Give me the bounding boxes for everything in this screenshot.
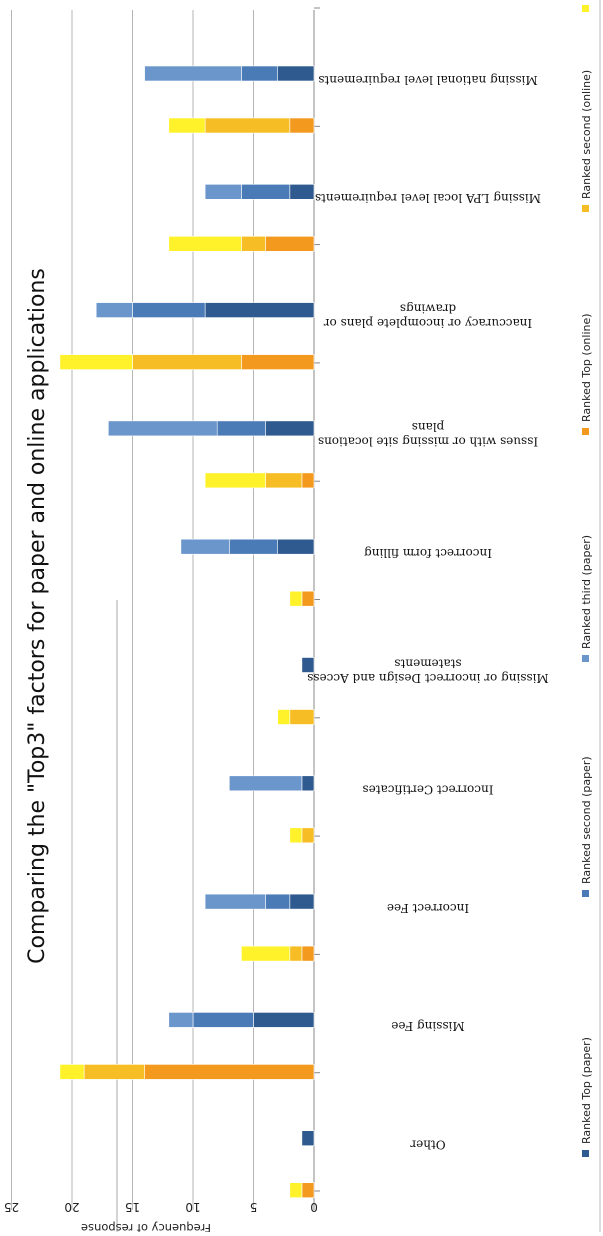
bar-online-1-cat-2	[132, 354, 242, 370]
bar-online-2-cat-8	[59, 1064, 85, 1080]
bar-paper-0-cat-4	[277, 538, 315, 555]
bar-paper-2-cat-0	[144, 65, 242, 82]
category-label-6: Incorrect Certificates	[363, 783, 494, 797]
tick-label-15: 15	[125, 1200, 140, 1214]
legend-item-3: Ranked Top (online)	[580, 313, 593, 435]
bar-paper-0-cat-1	[289, 184, 315, 200]
bar-paper-2-cat-2	[95, 302, 133, 318]
bar-paper-1-cat-0	[241, 65, 278, 82]
legend-swatch-2	[582, 655, 589, 662]
category-label-9: Other	[410, 1138, 445, 1152]
bar-paper-0-cat-7	[289, 893, 315, 910]
bar-paper-0-cat-2	[204, 302, 315, 318]
legend-label-2: Ranked third (paper)	[580, 535, 593, 649]
category-label-4: Incorrect form filling	[364, 546, 492, 560]
legend-item-1: Ranked second (paper)	[580, 756, 593, 897]
legend-item-4: Ranked second (online)	[580, 70, 593, 212]
bar-paper-1-cat-8	[192, 1012, 254, 1028]
bar-paper-1-cat-7	[265, 893, 291, 910]
legend-item-2: Ranked third (paper)	[580, 535, 593, 662]
bar-paper-1-cat-2	[132, 302, 206, 318]
category-label-0: Missing national level requirements	[318, 73, 537, 87]
bar-paper-2-cat-8	[168, 1012, 194, 1028]
legend-swatch-0	[582, 1150, 589, 1157]
bar-online-1-cat-6	[301, 827, 315, 844]
legend-swatch-1	[582, 890, 589, 897]
bar-paper-2-cat-7	[204, 893, 266, 910]
category-label-8: Missing Fee	[391, 1019, 464, 1033]
bar-online-0-cat-0	[289, 117, 315, 134]
tick-label-25: 25	[4, 1200, 19, 1214]
legend-swatch-3	[582, 428, 589, 435]
legend-label-1: Ranked second (paper)	[580, 756, 593, 884]
bar-online-1-cat-0	[204, 117, 291, 134]
bar-online-2-cat-5	[277, 709, 291, 725]
bar-paper-2-cat-3	[108, 420, 218, 437]
bar-paper-2-cat-4	[180, 538, 230, 555]
bar-paper-1-cat-1	[241, 184, 291, 200]
tick-label-0: 0	[310, 1200, 318, 1214]
category-label-5: Missing or incorrect Design and Accessst…	[307, 657, 549, 685]
category-label-1: Missing LPA local level requirements	[315, 191, 541, 205]
bar-online-2-cat-4	[289, 590, 303, 607]
bar-online-2-cat-0	[168, 117, 206, 134]
bar-paper-2-cat-1	[204, 184, 242, 200]
bar-online-0-cat-2	[241, 354, 315, 370]
bar-paper-0-cat-9	[301, 1130, 315, 1146]
bar-paper-0-cat-3	[265, 420, 315, 437]
tick-label-20: 20	[64, 1200, 79, 1214]
bar-paper-0-cat-6	[301, 775, 315, 792]
tick-label-5: 5	[250, 1200, 258, 1214]
legend-label-0: Ranked Top (paper)	[580, 1037, 593, 1144]
bar-online-1-cat-8	[83, 1064, 145, 1080]
bar-online-1-cat-5	[289, 709, 315, 725]
bar-online-0-cat-9	[301, 1182, 315, 1198]
bar-online-1-cat-7	[289, 945, 303, 962]
bar-online-2-cat-3	[204, 472, 266, 489]
bar-paper-0-cat-5	[301, 657, 315, 673]
bar-paper-1-cat-4	[229, 538, 279, 555]
bar-online-0-cat-1	[265, 236, 315, 252]
bar-online-0-cat-7	[301, 945, 315, 962]
bar-online-0-cat-4	[301, 590, 315, 607]
bar-online-2-cat-2	[59, 354, 133, 370]
category-label-3: Issues with or missing site locationspla…	[318, 420, 538, 448]
bar-online-2-cat-6	[289, 827, 303, 844]
legend-item-0: Ranked Top (paper)	[580, 1037, 593, 1157]
bar-paper-0-cat-8	[253, 1012, 315, 1028]
legend-item-5: Ranked third (online)	[582, 5, 589, 12]
bar-paper-1-cat-3	[216, 420, 266, 437]
category-label-7: Incorrect Fee	[387, 901, 469, 915]
legend-swatch-4	[582, 205, 589, 212]
y-axis-label: Frequency of response	[81, 1221, 211, 1232]
tick-label-10: 10	[185, 1200, 200, 1214]
legend-label-4: Ranked second (online)	[580, 70, 593, 199]
bar-online-0-cat-8	[144, 1064, 315, 1080]
bar-online-0-cat-3	[301, 472, 315, 489]
chart-title: Comparing the "Top3" factors for paper a…	[25, 268, 50, 964]
bar-online-2-cat-7	[241, 945, 291, 962]
legend-label-3: Ranked Top (online)	[580, 313, 593, 422]
bar-online-1-cat-1	[241, 236, 266, 252]
bar-paper-2-cat-6	[229, 775, 303, 792]
legend-swatch-5	[582, 5, 589, 12]
bar-online-1-cat-3	[265, 472, 303, 489]
bar-paper-0-cat-0	[277, 65, 315, 82]
bar-online-2-cat-9	[289, 1182, 303, 1198]
bar-online-2-cat-1	[168, 236, 242, 252]
category-label-2: Inaccuracy or incomplete plans ordrawing…	[324, 302, 533, 330]
